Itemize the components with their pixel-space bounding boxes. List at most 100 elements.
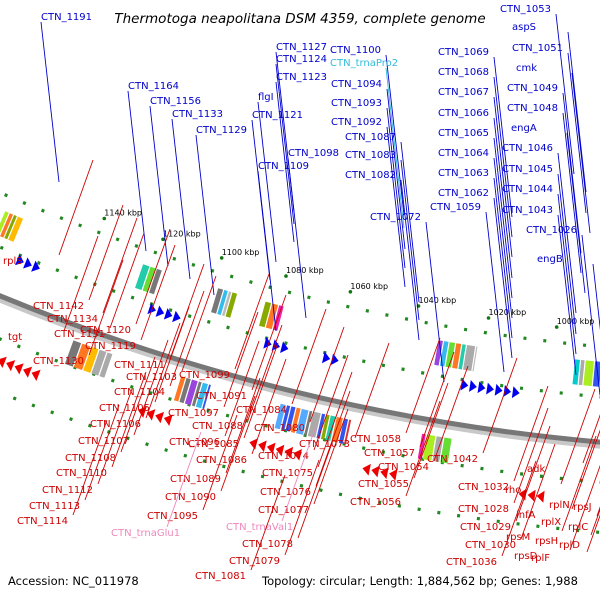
tick-mark-3: [284, 274, 288, 278]
rev-label-line-12: [145, 322, 181, 419]
fwd-block-3-3: [225, 292, 238, 318]
fwd-gene-label-1: CTN_1164: [128, 81, 179, 92]
fwd-block-6-1: [578, 359, 585, 386]
rev-gene-label-2: CTN_1134: [47, 314, 98, 325]
tick-label-7: 1000 kbp: [557, 317, 595, 326]
rev-label-line-4: [109, 232, 145, 329]
fwd-gene-label-9: CTN_1121: [252, 110, 303, 121]
fwd-label-line-4: [195, 134, 215, 296]
rev-block-3-6: [307, 411, 321, 438]
rev-arrows-2-3: [163, 414, 173, 426]
fwd-arrows-1-2: [31, 260, 40, 272]
fwd-arrows-3-2: [280, 341, 289, 354]
rev-label-line-2: [102, 217, 138, 314]
rev-gene-label-3: tgt: [8, 332, 22, 343]
fwd-arrows-2-1: [155, 305, 165, 317]
fwd-gene-label-12: CTN_trnaPro2: [330, 58, 398, 69]
rev-gene-label-44: CTN_1055: [358, 479, 409, 490]
rev-label-line-55: [561, 435, 597, 532]
fwd-arrows-2-0: [147, 302, 156, 315]
rev-arrows-3-4: [284, 446, 294, 459]
backbone: [0, 293, 600, 445]
fwd-label-line-24: [493, 117, 513, 279]
fwd-arrows-2-3: [172, 310, 181, 323]
fwd-gene-label-37: CTN_1046: [502, 143, 553, 154]
rev-gene-label-13: CTN_1107: [78, 436, 129, 447]
fwd-gene-label-6: CTN_1124: [276, 54, 327, 65]
rev-gene-label-30: CTN_1084: [236, 405, 287, 416]
fwd-gene-label-33: cmk: [516, 63, 537, 74]
rev-gene-label-23: CTN_1096: [169, 437, 220, 448]
rev-label-line-54: [571, 429, 600, 510]
rev-arrows-2-2: [155, 411, 165, 424]
rev-label-line-10: [169, 290, 205, 387]
rev-label-line-52: [560, 388, 596, 485]
rev-gene-label-27: CTN_1090: [165, 492, 216, 503]
fwd-block-4-1: [265, 303, 279, 330]
guide-ring-2: [0, 337, 600, 484]
rev-gene-label-61: rpsJ: [573, 502, 592, 513]
fwd-gene-label-14: CTN_1093: [331, 98, 382, 109]
fwd-arrows-4-0: [321, 351, 331, 364]
rev-arrows-3-5: [293, 448, 302, 461]
fwd-gene-label-35: CTN_1048: [507, 103, 558, 114]
fwd-gene-label-17: CTN_1087: [345, 132, 396, 143]
fwd-arrows-5-4: [494, 383, 503, 396]
fwd-label-line-7: [275, 81, 295, 243]
fwd-label-line-38: [557, 173, 577, 335]
fwd-gene-label-40: CTN_1043: [502, 205, 553, 216]
rev-gene-label-17: CTN_1113: [29, 501, 80, 512]
tick-mark-1: [161, 237, 165, 242]
fwd-label-line-3: [171, 118, 191, 280]
scale-ticks: 1140 kbp 1120 kbp 1100 kbp 1080 kbp 1060 kbp…: [102, 209, 595, 329]
fwd-gene-label-10: CTN_1109: [258, 161, 309, 172]
fwd-block-2-1: [142, 266, 156, 293]
fwd-label-line-6: [275, 63, 295, 225]
rev-arrows-1-10: [14, 363, 24, 375]
rev-gene-label-58: rplX: [541, 517, 561, 528]
rev-label-line-47: [513, 385, 549, 482]
fwd-block-3-1: [217, 289, 228, 316]
rev-gene-label-59: rpsH: [535, 536, 558, 547]
rev-block-1-2: [83, 346, 99, 373]
rev-gene-label-38: CTN_1078: [242, 539, 293, 550]
rev-arrows-3-2: [266, 442, 276, 455]
fwd-label-line-33: [571, 72, 591, 234]
fwd-gene-label-31: aspS: [512, 22, 536, 33]
accession-text: Accession: NC_011978: [8, 574, 139, 588]
fwd-gene-label-34: CTN_1049: [507, 83, 558, 94]
rev-gene-label-0: rplS: [3, 256, 23, 267]
rev-label-line-50: [520, 443, 556, 540]
fwd-block-5-2: [445, 342, 456, 368]
tick-label-4: 1060 kbp: [350, 282, 388, 291]
rev-gene-label-51: CTN_1036: [446, 557, 497, 568]
rev-block-4-3: [440, 437, 452, 464]
tick-label-3: 1080 kbp: [286, 266, 324, 275]
rev-label-line-34: [317, 371, 353, 468]
rev-label-line-24: [243, 342, 279, 439]
rev-block-1-4: [99, 352, 113, 378]
fwd-arrows-4-1: [330, 353, 339, 366]
fwd-arrows-1-1: [23, 257, 32, 269]
rev-label-line-22: [247, 324, 283, 421]
rev-gene-label-19: CTN_1099: [179, 370, 230, 381]
rev-arrows-3-3: [275, 444, 285, 457]
rev-block-3-9: [325, 415, 336, 442]
fwd-label-line-20: [425, 221, 445, 383]
fwd-gene-label-16: CTN_1098: [288, 148, 339, 159]
rev-label-line-21: [223, 311, 259, 408]
fwd-gene-label-25: CTN_1065: [438, 128, 489, 139]
rev-gene-label-55: rpsM: [506, 532, 530, 543]
fwd-gene-label-36: engA: [511, 123, 537, 134]
rev-block-2-4: [195, 382, 208, 409]
fwd-gene-label-41: CTN_1026: [526, 225, 577, 236]
genome-summary-text: Topology: circular; Length: 1,884,562 bp…: [262, 574, 578, 588]
rev-label-line-49: [515, 425, 551, 522]
fwd-gene-label-3: CTN_1133: [172, 109, 223, 120]
rev-gene-label-4: CTN_1131: [54, 329, 105, 340]
fwd-block-5-3: [452, 343, 462, 369]
fwd-arrows-5-6: [511, 386, 520, 399]
rev-label-line-0: [58, 159, 94, 256]
rev-block-2-1: [179, 377, 191, 404]
rev-label-line-41: [405, 337, 441, 434]
